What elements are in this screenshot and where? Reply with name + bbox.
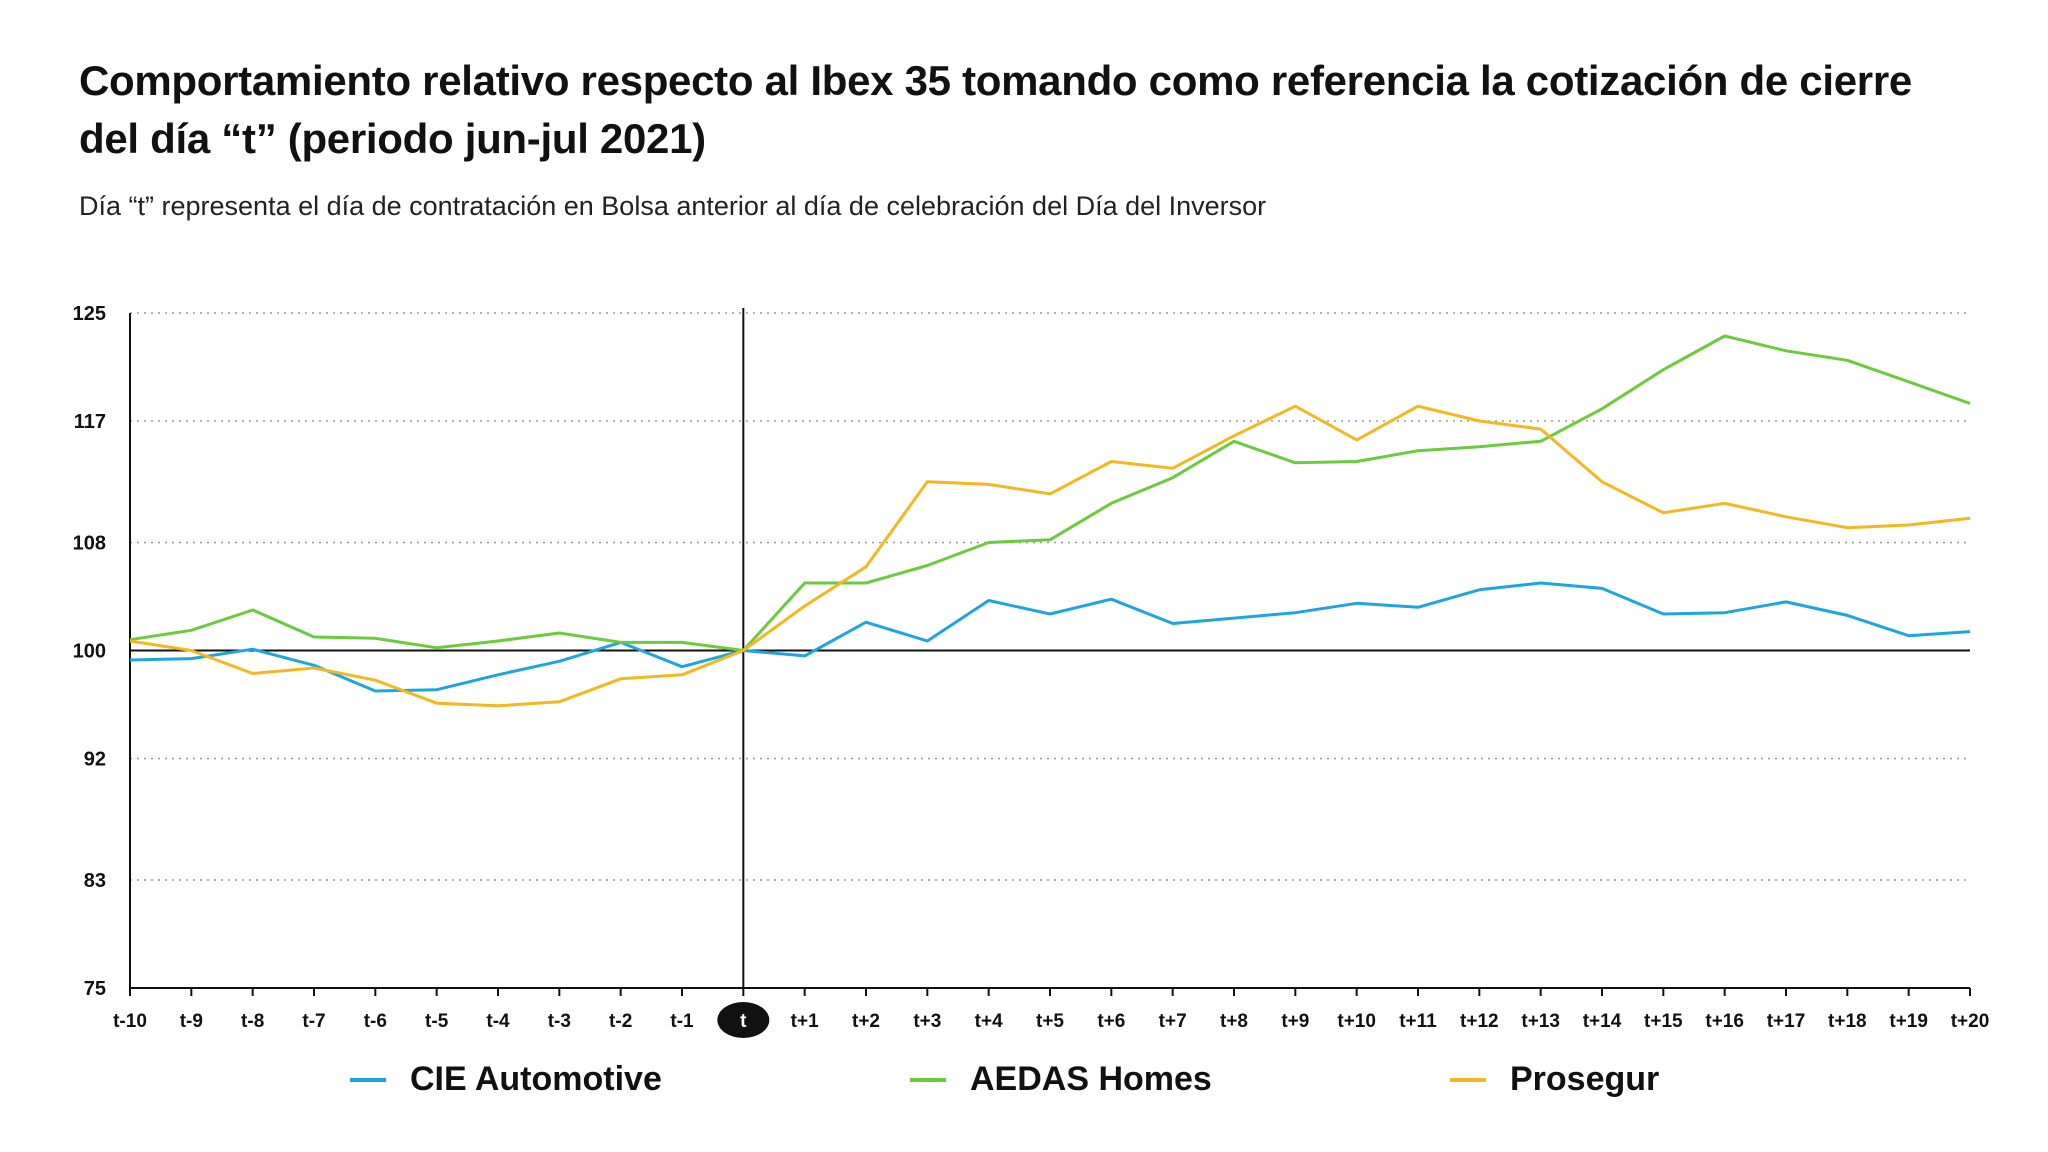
- y-tick-label: 75: [84, 978, 106, 1000]
- legend-item: Prosegur: [1450, 1060, 1659, 1099]
- x-tick-label: t+15: [1644, 1011, 1683, 1032]
- x-tick-label: t+17: [1767, 1011, 1806, 1032]
- chart-title: Comportamiento relativo respecto al Ibex…: [79, 57, 1912, 162]
- series-line-cie-automotive: [129, 581, 1971, 693]
- legend-item: AEDAS Homes: [910, 1060, 1212, 1099]
- x-tick-label: t-8: [241, 1011, 264, 1032]
- x-tick-label: t+12: [1460, 1011, 1499, 1032]
- x-tick-label: t+6: [1097, 1011, 1125, 1032]
- x-tick-label: t-1: [670, 1011, 694, 1032]
- x-tick-label: t-9: [180, 1011, 203, 1032]
- x-tick-label: t+16: [1705, 1011, 1744, 1032]
- y-tick-label: 125: [73, 303, 106, 325]
- y-tick-label: 100: [73, 641, 106, 663]
- x-tick-label: t-3: [548, 1011, 571, 1032]
- legend-swatch: [910, 1077, 946, 1082]
- x-tick-label: t-5: [425, 1011, 449, 1032]
- x-tick-label: t+3: [913, 1011, 941, 1032]
- x-tick-label: t-4: [486, 1011, 510, 1032]
- x-tick-label: t+8: [1220, 1011, 1248, 1032]
- legend-label: AEDAS Homes: [970, 1060, 1212, 1098]
- series-line-prosegur: [129, 404, 1971, 708]
- x-tick-label: t-6: [364, 1011, 387, 1032]
- x-tick-label: t: [740, 1011, 747, 1032]
- y-tick-label: 83: [84, 870, 106, 892]
- legend-label: Prosegur: [1510, 1060, 1660, 1098]
- x-tick-label: t+7: [1159, 1011, 1187, 1032]
- y-tick-label: 117: [74, 411, 106, 433]
- x-tick-label: t+20: [1951, 1011, 1990, 1032]
- x-tick-label: t+5: [1036, 1011, 1064, 1032]
- legend-swatch: [350, 1077, 386, 1082]
- x-tick-label: t+14: [1583, 1011, 1622, 1032]
- chart-legend: CIE Automotive AEDAS Homes Prosegur: [0, 1060, 2048, 1120]
- x-tick-label: t-7: [302, 1011, 325, 1032]
- x-tick-label: t-10: [113, 1011, 147, 1032]
- line-chart: 75 83 92 100 108 117 125 t-10 t-9 t-8 t-7 t-6 t-5 t-4…: [73, 303, 1990, 1038]
- y-tick-label: 108: [73, 533, 106, 555]
- x-tick-label: t+11: [1399, 1011, 1437, 1032]
- x-tick-label: t+19: [1889, 1011, 1928, 1032]
- legend-swatch: [1450, 1077, 1486, 1082]
- legend-label: CIE Automotive: [410, 1060, 662, 1098]
- x-tick-label: t+9: [1281, 1011, 1309, 1032]
- x-tick-label: t+18: [1828, 1011, 1867, 1032]
- x-tick-label: t+13: [1521, 1011, 1560, 1032]
- x-tick-label: t-2: [609, 1011, 632, 1032]
- series-line-aedas-homes: [129, 334, 1971, 652]
- x-tick-label: t+10: [1337, 1011, 1376, 1032]
- x-tick-label: t+1: [791, 1011, 819, 1032]
- chart-subtitle: Día “t” representa el día de contratació…: [79, 191, 1267, 221]
- t-day-highlight-badge: [717, 1002, 770, 1038]
- x-tick-label: t+2: [852, 1011, 880, 1032]
- legend-item: CIE Automotive: [350, 1060, 662, 1099]
- x-tick-label: t+4: [975, 1011, 1003, 1032]
- y-tick-label: 92: [84, 749, 106, 771]
